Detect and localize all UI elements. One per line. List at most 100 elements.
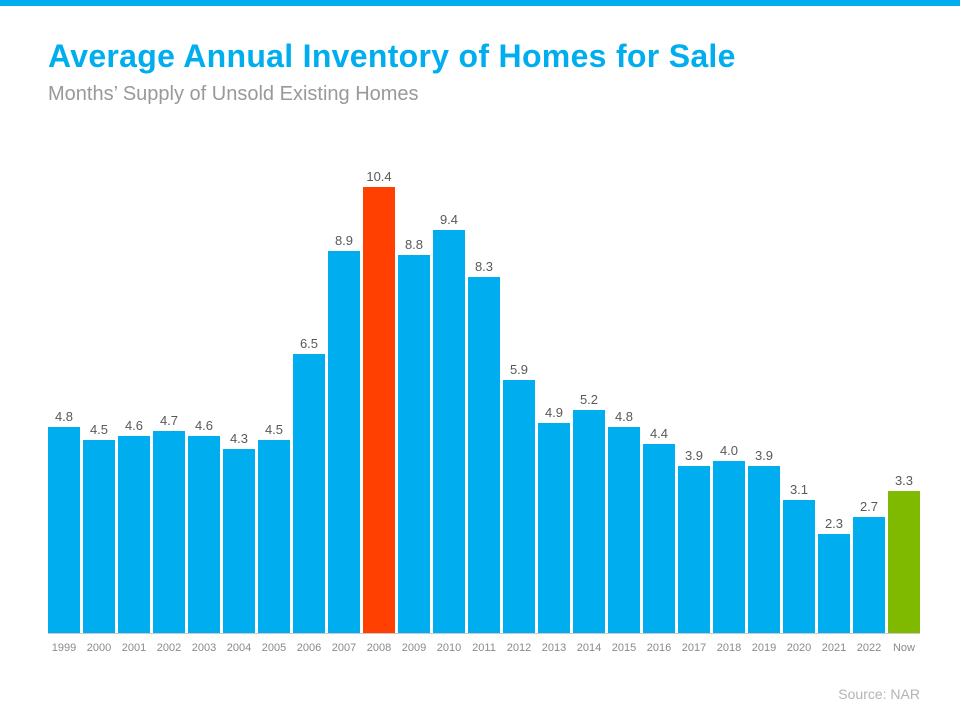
bar-column: 3.3 (888, 161, 920, 633)
bar-column: 2.7 (853, 161, 885, 633)
bar-column: 3.9 (678, 161, 710, 633)
x-axis-label: 2002 (153, 638, 185, 660)
x-axis-label: 2009 (398, 638, 430, 660)
x-axis-label: 2013 (538, 638, 570, 660)
x-axis-label: 2015 (608, 638, 640, 660)
x-axis-label: 2010 (433, 638, 465, 660)
bar-rect (258, 440, 290, 633)
bar-rect (83, 440, 115, 633)
bar-rect (293, 354, 325, 633)
bar-rect (888, 491, 920, 633)
bar-rect (678, 466, 710, 633)
bar-column: 2.3 (818, 161, 850, 633)
bar-value-label: 3.9 (748, 449, 780, 462)
bar-rect (713, 461, 745, 633)
bar-column: 4.3 (223, 161, 255, 633)
bar-rect (468, 277, 500, 633)
x-axis-label: 2005 (258, 638, 290, 660)
bar-rect (188, 436, 220, 633)
bar-value-label: 4.8 (608, 410, 640, 423)
bar-column: 4.8 (608, 161, 640, 633)
x-axis-label: 2012 (503, 638, 535, 660)
bar-value-label: 8.8 (398, 238, 430, 251)
x-axis-label: 2003 (188, 638, 220, 660)
bar-column: 6.5 (293, 161, 325, 633)
bar-value-label: 3.3 (888, 474, 920, 487)
bar-column: 3.9 (748, 161, 780, 633)
bar-column: 4.6 (188, 161, 220, 633)
bar-rect (783, 500, 815, 633)
bar-value-label: 9.4 (433, 213, 465, 226)
bar-value-label: 4.3 (223, 432, 255, 445)
chart-subtitle: Months’ Supply of Unsold Existing Homes (48, 83, 920, 106)
chart-frame: Average Annual Inventory of Homes for Sa… (0, 0, 960, 720)
x-axis-label: 2017 (678, 638, 710, 660)
x-axis-label: 2020 (783, 638, 815, 660)
x-axis-label: 2008 (363, 638, 395, 660)
bar-value-label: 6.5 (293, 337, 325, 350)
bar-column: 8.9 (328, 161, 360, 633)
bar-value-label: 4.8 (48, 410, 80, 423)
bar-column: 10.4 (363, 161, 395, 633)
bar-value-label: 4.5 (258, 423, 290, 436)
bar-value-label: 2.3 (818, 517, 850, 530)
bar-rect (398, 255, 430, 633)
bar-column: 4.7 (153, 161, 185, 633)
bar-column: 4.5 (258, 161, 290, 633)
plot-area: 4.84.54.64.74.64.34.56.58.910.48.89.48.3… (48, 161, 920, 634)
x-axis-label: 2021 (818, 638, 850, 660)
x-axis-label: Now (888, 638, 920, 660)
bar-rect (433, 230, 465, 633)
bar-column: 5.9 (503, 161, 535, 633)
bar-value-label: 4.6 (188, 419, 220, 432)
bar-value-label: 5.9 (503, 363, 535, 376)
bar-rect (48, 427, 80, 633)
bar-rect (538, 423, 570, 633)
bar-rect (363, 187, 395, 633)
bar-value-label: 3.1 (783, 483, 815, 496)
bar-value-label: 10.4 (363, 170, 395, 183)
bar-value-label: 4.4 (643, 427, 675, 440)
bar-value-label: 4.6 (118, 419, 150, 432)
bar-column: 4.8 (48, 161, 80, 633)
x-axis-label: 2011 (468, 638, 500, 660)
content-area: Average Annual Inventory of Homes for Sa… (0, 6, 960, 720)
bar-column: 4.6 (118, 161, 150, 633)
bar-rect (748, 466, 780, 633)
source-attribution: Source: NAR (838, 686, 920, 702)
x-axis-label: 2018 (713, 638, 745, 660)
bar-value-label: 2.7 (853, 500, 885, 513)
x-axis-label: 2016 (643, 638, 675, 660)
bar-value-label: 8.3 (468, 260, 500, 273)
bar-value-label: 4.0 (713, 444, 745, 457)
bar-rect (608, 427, 640, 633)
bar-column: 3.1 (783, 161, 815, 633)
bar-rect (818, 534, 850, 633)
x-axis-label: 2019 (748, 638, 780, 660)
bar-column: 5.2 (573, 161, 605, 633)
x-axis-label: 2022 (853, 638, 885, 660)
x-axis-label: 2007 (328, 638, 360, 660)
bar-column: 9.4 (433, 161, 465, 633)
x-axis: 1999200020012002200320042005200620072008… (48, 638, 920, 660)
bar-rect (118, 436, 150, 633)
bar-column: 8.8 (398, 161, 430, 633)
x-axis-label: 2004 (223, 638, 255, 660)
x-axis-label: 1999 (48, 638, 80, 660)
bar-rect (573, 410, 605, 633)
bar-value-label: 3.9 (678, 449, 710, 462)
bar-value-label: 4.9 (538, 406, 570, 419)
bar-rect (853, 517, 885, 633)
chart-area: 4.84.54.64.74.64.34.56.58.910.48.89.48.3… (48, 161, 920, 660)
bar-rect (153, 431, 185, 633)
bar-rect (643, 444, 675, 633)
bar-column: 4.4 (643, 161, 675, 633)
bar-value-label: 8.9 (328, 234, 360, 247)
x-axis-label: 2001 (118, 638, 150, 660)
bar-column: 4.0 (713, 161, 745, 633)
bar-rect (328, 251, 360, 633)
x-axis-label: 2000 (83, 638, 115, 660)
bar-column: 8.3 (468, 161, 500, 633)
x-axis-label: 2006 (293, 638, 325, 660)
bar-value-label: 5.2 (573, 393, 605, 406)
